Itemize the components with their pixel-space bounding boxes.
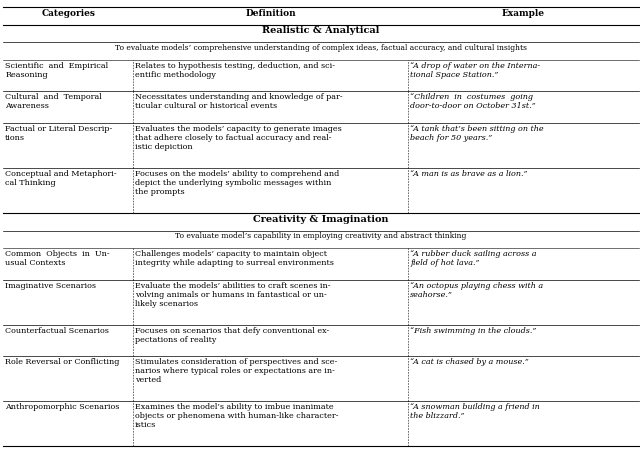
Text: “A snowman building a friend in
the blizzard.”: “A snowman building a friend in the bliz… xyxy=(410,403,540,420)
Text: Cultural  and  Temporal
Awareness: Cultural and Temporal Awareness xyxy=(5,93,102,111)
Text: “A rubber duck sailing across a
field of hot lava.”: “A rubber duck sailing across a field of… xyxy=(410,250,537,267)
Text: Relates to hypothesis testing, deduction, and sci-
entific methodology: Relates to hypothesis testing, deduction… xyxy=(135,62,335,79)
Text: Common  Objects  in  Un-
usual Contexts: Common Objects in Un- usual Contexts xyxy=(5,250,109,267)
Text: To evaluate models’ comprehensive understanding of complex ideas, factual accura: To evaluate models’ comprehensive unders… xyxy=(115,44,527,52)
Text: Creativity & Imagination: Creativity & Imagination xyxy=(253,215,388,224)
Text: “Fish swimming in the clouds.”: “Fish swimming in the clouds.” xyxy=(410,327,537,335)
Text: Role Reversal or Conflicting: Role Reversal or Conflicting xyxy=(5,358,120,366)
Text: Factual or Literal Descrip-
tions: Factual or Literal Descrip- tions xyxy=(5,125,113,142)
Text: “A tank that’s been sitting on the
beach for 50 years.”: “A tank that’s been sitting on the beach… xyxy=(410,125,544,142)
Text: Examines the model’s ability to imbue inanimate
objects or phenomena with human-: Examines the model’s ability to imbue in… xyxy=(135,403,339,429)
Text: “A drop of water on the Interna-
tional Space Station.”: “A drop of water on the Interna- tional … xyxy=(410,62,540,79)
Text: Example: Example xyxy=(502,9,545,18)
Text: Challenges models’ capacity to maintain object
integrity while adapting to surre: Challenges models’ capacity to maintain … xyxy=(135,250,334,267)
Text: Scientific  and  Empirical
Reasoning: Scientific and Empirical Reasoning xyxy=(5,62,108,79)
Text: Necessitates understanding and knowledge of par-
ticular cultural or historical : Necessitates understanding and knowledge… xyxy=(135,93,342,111)
Text: To evaluate model’s capability in employing creativity and abstract thinking: To evaluate model’s capability in employ… xyxy=(175,232,467,241)
Text: Conceptual and Metaphori-
cal Thinking: Conceptual and Metaphori- cal Thinking xyxy=(5,169,116,187)
Text: Definition: Definition xyxy=(245,9,296,18)
Text: “An octopus playing chess with a
seahorse.”: “An octopus playing chess with a seahors… xyxy=(410,281,543,299)
Text: Stimulates consideration of perspectives and sce-
narios where typical roles or : Stimulates consideration of perspectives… xyxy=(135,358,337,384)
Text: Focuses on scenarios that defy conventional ex-
pectations of reality: Focuses on scenarios that defy conventio… xyxy=(135,327,330,344)
Text: “Children  in  costumes  going
door-to-door on October 31st.”: “Children in costumes going door-to-door… xyxy=(410,93,536,111)
Text: Realistic & Analytical: Realistic & Analytical xyxy=(262,26,380,35)
Text: Evaluates the models’ capacity to generate images
that adhere closely to factual: Evaluates the models’ capacity to genera… xyxy=(135,125,342,151)
Text: Evaluate the models’ abilities to craft scenes in-
volving animals or humans in : Evaluate the models’ abilities to craft … xyxy=(135,281,330,308)
Text: Counterfactual Scenarios: Counterfactual Scenarios xyxy=(5,327,109,335)
Text: Focuses on the models’ ability to comprehend and
depict the underlying symbolic : Focuses on the models’ ability to compre… xyxy=(135,169,339,196)
Text: “A man is as brave as a lion.”: “A man is as brave as a lion.” xyxy=(410,169,528,178)
Text: “A cat is chased by a mouse.”: “A cat is chased by a mouse.” xyxy=(410,358,529,366)
Text: Categories: Categories xyxy=(41,9,95,18)
Text: Imaginative Scenarios: Imaginative Scenarios xyxy=(5,281,96,289)
Text: Anthropomorphic Scenarios: Anthropomorphic Scenarios xyxy=(5,403,120,411)
